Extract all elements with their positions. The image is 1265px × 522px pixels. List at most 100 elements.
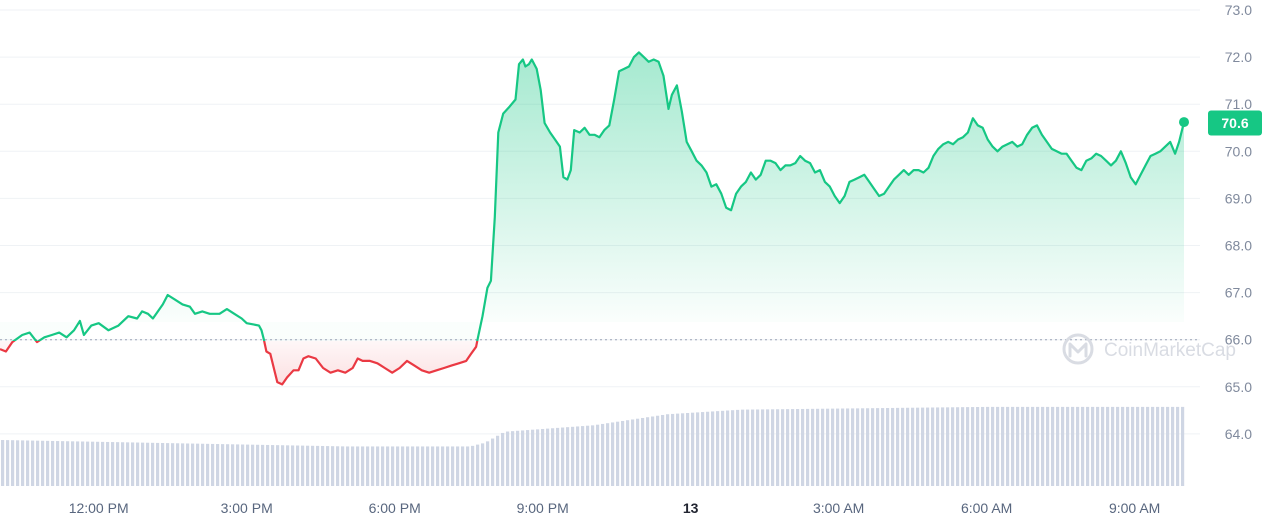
volume-bar: [41, 440, 45, 486]
volume-bar: [671, 413, 675, 486]
volume-bar: [176, 443, 180, 486]
volume-bar: [946, 407, 950, 486]
volume-bar: [151, 442, 155, 486]
volume-bar: [1041, 406, 1045, 486]
volume-bar: [756, 409, 760, 486]
volume-bar: [1066, 406, 1070, 486]
volume-bar: [61, 441, 65, 486]
y-tick-label: 73.0: [1225, 2, 1252, 18]
volume-bar: [426, 446, 430, 486]
volume-bar: [866, 408, 870, 486]
volume-bar: [906, 407, 910, 486]
volume-bar: [31, 440, 35, 486]
volume-bar: [621, 420, 625, 486]
volume-bar: [51, 440, 55, 486]
y-tick-label: 72.0: [1225, 49, 1252, 65]
volume-bar: [781, 409, 785, 486]
volume-bar: [396, 446, 400, 486]
volume-bar: [606, 423, 610, 486]
volume-bar: [721, 410, 725, 486]
y-tick-label: 69.0: [1225, 190, 1252, 206]
volume-bar: [576, 426, 580, 486]
y-tick-label: 67.0: [1225, 285, 1252, 301]
volume-bar: [246, 444, 250, 486]
volume-bar: [856, 408, 860, 486]
volume-bar: [26, 440, 30, 486]
volume-bars: [1, 406, 1185, 486]
volume-bar: [346, 446, 350, 486]
last-price-dot: [1179, 117, 1189, 128]
volume-bar: [1091, 406, 1095, 486]
volume-bar: [1166, 406, 1170, 486]
volume-bar: [171, 443, 175, 486]
volume-bar: [876, 408, 880, 486]
volume-bar: [186, 443, 190, 486]
volume-bar: [1101, 406, 1105, 486]
volume-bar: [751, 409, 755, 486]
volume-bar: [156, 442, 160, 486]
volume-bar: [351, 446, 355, 486]
volume-bar: [56, 441, 60, 486]
volume-bar: [1171, 406, 1175, 486]
volume-bar: [286, 445, 290, 486]
volume-bar: [1076, 406, 1080, 486]
coinmarketcap-watermark: CoinMarketCap: [1062, 333, 1236, 365]
volume-bar: [921, 407, 925, 486]
volume-bar: [356, 446, 360, 486]
volume-bar: [281, 445, 285, 486]
volume-bar: [521, 430, 525, 486]
volume-bar: [546, 428, 550, 486]
volume-bar: [741, 409, 745, 486]
x-tick-label: 13: [683, 500, 699, 516]
volume-bar: [791, 409, 795, 486]
volume-bar: [146, 442, 150, 486]
y-tick-label: 64.0: [1225, 426, 1252, 442]
volume-bar: [106, 441, 110, 486]
volume-bar: [1151, 406, 1155, 486]
volume-bar: [871, 408, 875, 486]
y-tick-label: 70.0: [1225, 143, 1252, 159]
volume-bar: [376, 446, 380, 486]
volume-bar: [566, 427, 570, 486]
y-tick-label: 65.0: [1225, 379, 1252, 395]
volume-bar: [371, 446, 375, 486]
volume-bar: [761, 409, 765, 486]
volume-bar: [841, 408, 845, 486]
volume-bar: [886, 408, 890, 486]
volume-bar: [206, 443, 210, 486]
volume-bar: [416, 446, 420, 486]
volume-bar: [326, 446, 330, 486]
volume-bar: [471, 445, 475, 486]
volume-bar: [991, 406, 995, 486]
volume-bar: [406, 446, 410, 486]
volume-bar: [96, 441, 100, 486]
volume-bar: [831, 408, 835, 486]
price-area: [0, 52, 1184, 385]
volume-bar: [601, 423, 605, 486]
volume-bar: [316, 445, 320, 486]
volume-bar: [981, 406, 985, 486]
y-tick-label: 68.0: [1225, 238, 1252, 254]
volume-bar: [511, 431, 515, 486]
volume-bar: [701, 412, 705, 486]
volume-bar: [951, 407, 955, 486]
volume-bar: [271, 445, 275, 486]
volume-bar: [786, 409, 790, 486]
volume-bar: [1016, 406, 1020, 486]
volume-bar: [456, 446, 460, 486]
volume-bar: [71, 441, 75, 486]
volume-bar: [1136, 406, 1140, 486]
volume-bar: [1181, 406, 1185, 486]
watermark-text: CoinMarketCap: [1104, 340, 1236, 361]
volume-bar: [646, 417, 650, 486]
volume-bar: [1131, 406, 1135, 486]
volume-bar: [826, 408, 830, 486]
volume-bar: [651, 416, 655, 486]
volume-bar: [561, 427, 565, 486]
volume-bar: [711, 411, 715, 486]
volume-bar: [531, 429, 535, 486]
volume-bar: [1036, 406, 1040, 486]
volume-bar: [1071, 406, 1075, 486]
volume-bar: [366, 446, 370, 486]
